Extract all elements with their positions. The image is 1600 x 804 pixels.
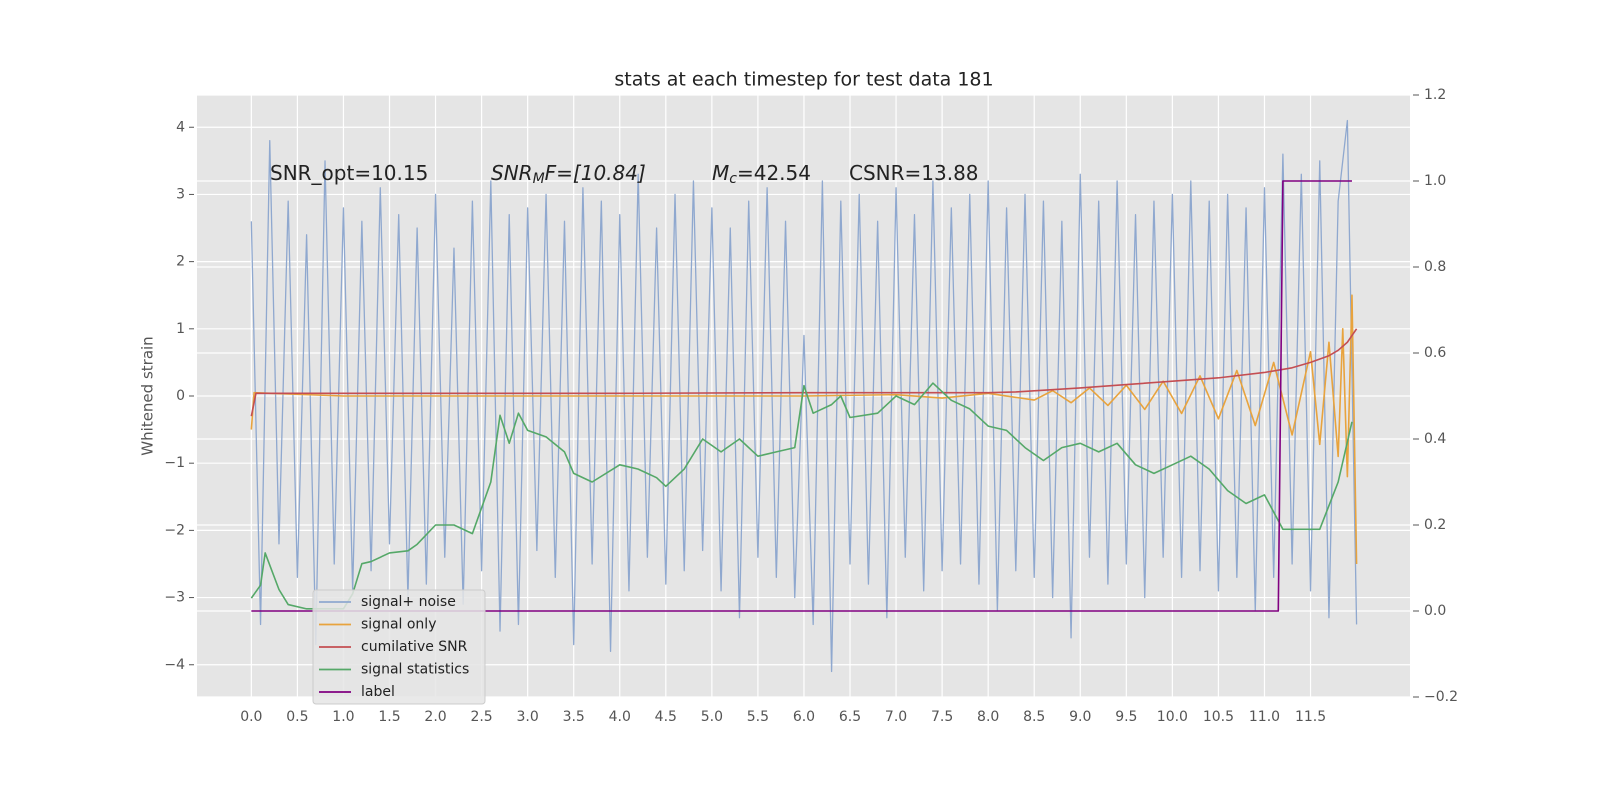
- y-tick-label: 3: [176, 186, 185, 202]
- y-tick-label: 4: [176, 119, 185, 135]
- series-line: [250, 382, 1353, 610]
- x-tick-label: 6.5: [839, 709, 861, 725]
- x-tick-label: 4.5: [655, 709, 677, 725]
- x-tick-label: 5.5: [747, 709, 769, 725]
- x-tick-label: 8.5: [1023, 709, 1045, 725]
- x-tick-label: 6.0: [793, 709, 815, 725]
- x-tick-label: 7.0: [885, 709, 907, 725]
- y-tick-label: 0: [176, 388, 185, 404]
- x-tick-label: 2.5: [470, 709, 492, 725]
- x-tick-label: 0.0: [240, 709, 262, 725]
- x-tick-label: 4.0: [609, 709, 631, 725]
- y-tick-label: −3: [164, 590, 185, 606]
- y2-tick-label: −0.2: [1424, 689, 1458, 705]
- annotation: CSNR=13.88: [849, 161, 979, 185]
- y2-tick-label: 0.0: [1424, 603, 1446, 619]
- legend-label: cumilative SNR: [361, 639, 468, 655]
- legend-label: signal only: [361, 617, 436, 633]
- y-axis-label: Whitened strain: [139, 336, 157, 455]
- annotation-part: c: [729, 171, 737, 187]
- annotation: SNRMF=[10.84]: [491, 161, 646, 188]
- x-tick-label: 5.0: [701, 709, 723, 725]
- x-tick-label: 9.0: [1069, 709, 1091, 725]
- series-line: [250, 328, 1358, 417]
- legend: signal+ noise signal only cumilative SNR si…: [312, 589, 486, 705]
- y-tick-label: 1: [176, 321, 185, 337]
- x-tick-label: 2.0: [424, 709, 446, 725]
- y-tick-label: −1: [164, 455, 185, 471]
- y-tick-label: −2: [164, 522, 185, 538]
- chart-title: stats at each timestep for test data 181: [614, 69, 993, 91]
- annotation-part: CSNR=13.88: [849, 161, 979, 185]
- y2-tick-label: 0.6: [1424, 345, 1446, 361]
- y2-tick-label: 1.2: [1424, 87, 1446, 103]
- annotation: Mc=42.54: [712, 161, 811, 188]
- annotation-part: F=[10.84]: [545, 161, 646, 185]
- y2-tick-label: 0.8: [1424, 259, 1446, 275]
- annotation-part: M: [533, 171, 545, 187]
- annotation-part: SNR: [491, 161, 533, 185]
- series-line: [251, 180, 1352, 612]
- annotation: SNR_opt=10.15: [270, 161, 428, 185]
- legend-label: signal statistics: [361, 662, 469, 678]
- x-tick-label: 0.5: [286, 709, 308, 725]
- x-tick-label: 8.0: [977, 709, 999, 725]
- x-tick-label: 1.5: [378, 709, 400, 725]
- x-tick-label: 11.0: [1249, 709, 1280, 725]
- x-tick-label: 3.5: [563, 709, 585, 725]
- legend-label: label: [361, 684, 395, 700]
- x-tick-label: 10.0: [1157, 709, 1188, 725]
- annotation-part: SNR_opt=10.15: [270, 161, 428, 185]
- x-tick-label: 10.5: [1203, 709, 1234, 725]
- y-tick-label: 2: [176, 254, 185, 270]
- x-tick-label: 7.5: [931, 709, 953, 725]
- annotation-part: M: [712, 161, 729, 185]
- series-line: [250, 119, 1358, 673]
- series-line: [250, 294, 1358, 564]
- legend-box: [312, 589, 486, 705]
- x-tick-label: 3.0: [517, 709, 539, 725]
- y-tick-label: −4: [164, 657, 185, 673]
- x-tick-label: 11.5: [1295, 709, 1326, 725]
- x-tick-label: 9.5: [1115, 709, 1137, 725]
- y2-tick-label: 0.2: [1424, 517, 1446, 533]
- y2-tick-label: 0.4: [1424, 431, 1446, 447]
- legend-label: signal+ noise: [361, 594, 456, 610]
- annotation-part: =42.54: [737, 161, 811, 185]
- y2-tick-label: 1.0: [1424, 173, 1446, 189]
- x-tick-label: 1.0: [332, 709, 354, 725]
